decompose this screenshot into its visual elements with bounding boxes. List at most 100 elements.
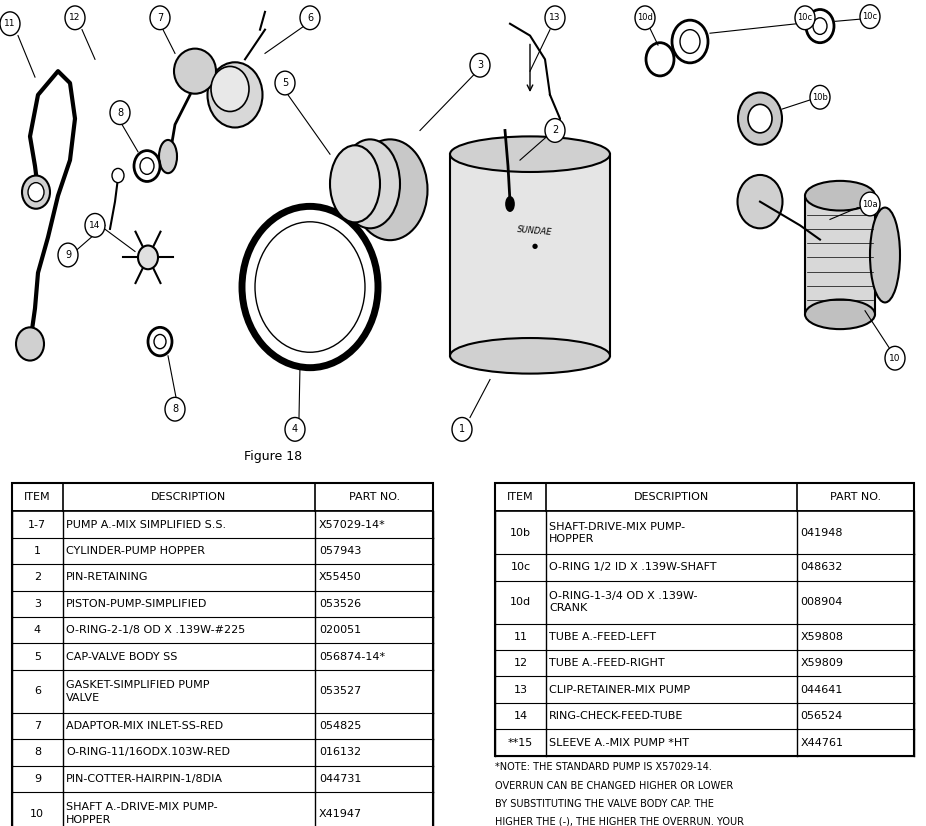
Text: 2: 2: [33, 572, 41, 582]
Text: 048632: 048632: [800, 563, 843, 572]
Text: SHAFT-DRIVE-MIX PUMP-
HOPPER: SHAFT-DRIVE-MIX PUMP- HOPPER: [549, 521, 685, 544]
Text: 7: 7: [156, 12, 163, 23]
Text: 9: 9: [33, 774, 41, 784]
Ellipse shape: [506, 197, 514, 211]
Ellipse shape: [211, 66, 249, 112]
Circle shape: [22, 176, 50, 209]
Text: 13: 13: [549, 13, 561, 22]
Text: 8: 8: [117, 107, 123, 117]
Text: X55450: X55450: [319, 572, 362, 582]
Circle shape: [646, 43, 674, 76]
Text: 054825: 054825: [319, 721, 361, 731]
Circle shape: [680, 30, 700, 54]
Circle shape: [635, 6, 655, 30]
Text: OVERRUN CAN BE CHANGED HIGHER OR LOWER: OVERRUN CAN BE CHANGED HIGHER OR LOWER: [495, 781, 733, 790]
Text: SUNDAE: SUNDAE: [517, 225, 553, 237]
Bar: [12, 670, 433, 713]
Text: 13: 13: [514, 685, 528, 695]
Text: 6: 6: [34, 686, 41, 696]
Text: CAP-VALVE BODY SS: CAP-VALVE BODY SS: [67, 652, 178, 662]
Circle shape: [85, 213, 105, 237]
Text: 5: 5: [34, 652, 41, 662]
Ellipse shape: [159, 140, 177, 173]
Ellipse shape: [805, 300, 875, 329]
Bar: [12, 617, 433, 643]
Text: ADAPTOR-MIX INLET-SS-RED: ADAPTOR-MIX INLET-SS-RED: [67, 721, 223, 731]
Bar: [12, 483, 433, 511]
Text: 7: 7: [33, 721, 41, 731]
Ellipse shape: [207, 62, 262, 127]
Bar: [12, 643, 433, 670]
Text: 3: 3: [34, 599, 41, 609]
Text: TUBE A.-FEED-RIGHT: TUBE A.-FEED-RIGHT: [549, 658, 665, 668]
Text: O-RING-1-3/4 OD X .139W-
CRANK: O-RING-1-3/4 OD X .139W- CRANK: [549, 591, 698, 614]
Bar: [12, 564, 433, 591]
Bar: [495, 483, 914, 756]
Circle shape: [148, 327, 172, 356]
Circle shape: [28, 183, 44, 202]
Text: X59809: X59809: [800, 658, 844, 668]
Text: DESCRIPTION: DESCRIPTION: [633, 492, 708, 502]
Text: 8: 8: [33, 748, 41, 757]
Text: PUMP A.-MIX SIMPLIFIED S.S.: PUMP A.-MIX SIMPLIFIED S.S.: [67, 520, 227, 529]
Ellipse shape: [805, 181, 875, 211]
Text: ●: ●: [532, 243, 538, 249]
Circle shape: [16, 327, 44, 361]
Text: O-RING-2-1/8 OD X .139W-#225: O-RING-2-1/8 OD X .139W-#225: [67, 625, 245, 635]
Text: 10c: 10c: [797, 13, 812, 22]
Text: CLIP-RETAINER-MIX PUMP: CLIP-RETAINER-MIX PUMP: [549, 685, 691, 695]
Bar: [12, 483, 433, 826]
Circle shape: [738, 93, 782, 145]
Text: PIN-COTTER-HAIRPIN-1/8DIA: PIN-COTTER-HAIRPIN-1/8DIA: [67, 774, 223, 784]
Circle shape: [885, 346, 905, 370]
Circle shape: [795, 6, 815, 30]
Text: X59808: X59808: [800, 632, 844, 642]
Text: BY SUBSTITUTING THE VALVE BODY CAP. THE: BY SUBSTITUTING THE VALVE BODY CAP. THE: [495, 799, 714, 809]
Text: 14: 14: [89, 221, 101, 230]
Bar: [495, 624, 914, 650]
Text: RING-CHECK-FEED-TUBE: RING-CHECK-FEED-TUBE: [549, 711, 683, 721]
Ellipse shape: [450, 338, 610, 373]
Text: 020051: 020051: [319, 625, 361, 635]
Text: TUBE A.-FEED-LEFT: TUBE A.-FEED-LEFT: [549, 632, 657, 642]
Bar: [12, 766, 433, 792]
Ellipse shape: [353, 140, 428, 240]
Text: PISTON-PUMP-SIMPLIFIED: PISTON-PUMP-SIMPLIFIED: [67, 599, 207, 609]
Text: 1: 1: [34, 546, 41, 556]
Circle shape: [860, 192, 880, 216]
Bar: [12, 713, 433, 739]
Text: 1: 1: [459, 425, 465, 434]
Text: 14: 14: [513, 711, 528, 721]
Circle shape: [165, 397, 185, 421]
Circle shape: [452, 417, 472, 441]
Text: 016132: 016132: [319, 748, 361, 757]
Bar: [12, 739, 433, 766]
Circle shape: [150, 6, 170, 30]
Text: 4: 4: [292, 425, 298, 434]
Text: 008904: 008904: [800, 597, 843, 607]
Circle shape: [134, 150, 160, 182]
Text: 10b: 10b: [510, 528, 531, 538]
Ellipse shape: [340, 140, 400, 228]
Bar: [495, 729, 914, 756]
Circle shape: [58, 243, 78, 267]
Text: 12: 12: [513, 658, 528, 668]
Text: 1-7: 1-7: [29, 520, 46, 529]
Text: 11: 11: [5, 19, 16, 28]
Text: GASKET-SIMPLIFIED PUMP
VALVE: GASKET-SIMPLIFIED PUMP VALVE: [67, 680, 210, 703]
Text: 4: 4: [33, 625, 41, 635]
Text: ITEM: ITEM: [24, 492, 51, 502]
Bar: [495, 703, 914, 729]
Text: *NOTE: THE STANDARD PUMP IS X57029-14.: *NOTE: THE STANDARD PUMP IS X57029-14.: [495, 762, 712, 772]
Text: X44761: X44761: [800, 738, 844, 748]
Circle shape: [806, 9, 834, 43]
Bar: [12, 792, 433, 826]
Bar: [12, 511, 433, 538]
Circle shape: [112, 169, 124, 183]
Text: 053527: 053527: [319, 686, 361, 696]
Text: **15: **15: [507, 738, 533, 748]
Text: 5: 5: [282, 78, 288, 88]
Text: X57029-14*: X57029-14*: [319, 520, 386, 529]
Text: SLEEVE A.-MIX PUMP *HT: SLEEVE A.-MIX PUMP *HT: [549, 738, 689, 748]
Text: CYLINDER-PUMP HOPPER: CYLINDER-PUMP HOPPER: [67, 546, 206, 556]
